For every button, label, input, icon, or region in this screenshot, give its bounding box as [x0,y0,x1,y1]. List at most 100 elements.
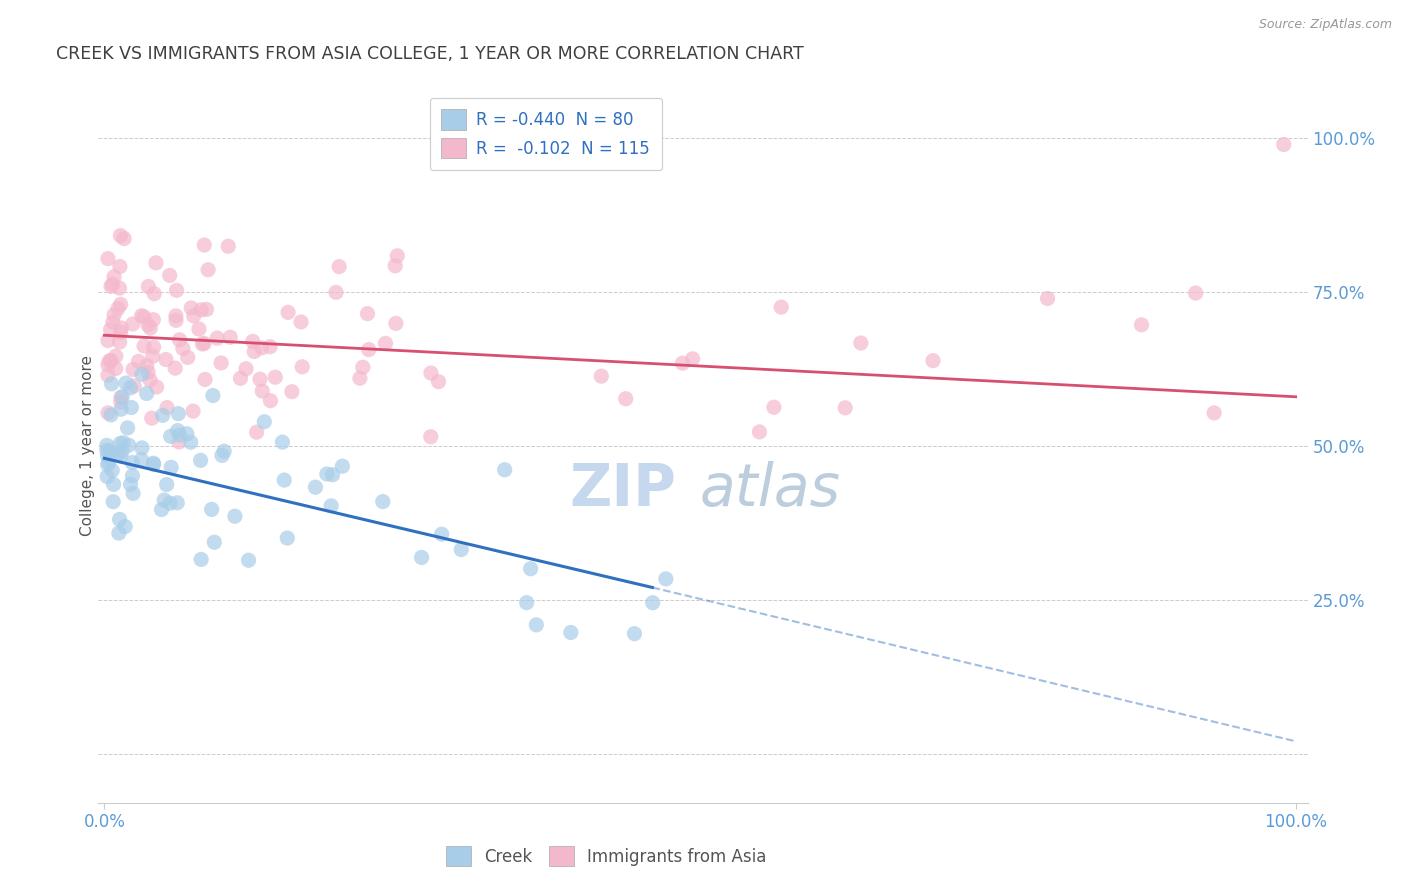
Point [219,330,242,344]
Point [107,301,129,316]
Point [259,393,281,408]
Point [114,519,136,533]
Point [98,444,121,458]
Point [357,343,380,357]
Point [117,421,139,435]
Point [176,426,198,441]
Point [387,249,409,263]
Point [96,469,118,483]
Point [108,436,131,450]
Point [135,386,157,401]
Point [141,411,163,425]
Point [922,353,945,368]
Point [139,321,162,335]
Point [112,231,135,245]
Point [494,463,516,477]
Point [118,438,141,452]
Point [138,279,160,293]
Point [143,286,166,301]
Point [519,562,541,576]
Point [152,409,174,423]
Point [411,550,433,565]
Point [101,277,124,292]
Point [1204,406,1226,420]
Point [100,376,122,391]
Point [121,468,143,483]
Point [242,334,264,349]
Y-axis label: College, 1 year or more: College, 1 year or more [80,356,94,536]
Point [100,353,122,368]
Point [349,371,371,385]
Point [770,300,793,314]
Point [191,337,214,351]
Point [374,336,396,351]
Point [122,379,145,393]
Point [122,486,145,500]
Point [110,297,132,311]
Point [110,449,132,463]
Point [166,283,188,297]
Point [131,368,153,382]
Point [315,467,337,481]
Point [180,301,202,315]
Point [190,552,212,566]
Point [1130,318,1153,332]
Point [132,339,155,353]
Point [150,502,173,516]
Point [430,527,453,541]
Point [104,361,127,376]
Point [142,458,165,472]
Point [103,308,125,322]
Point [671,356,693,370]
Point [98,354,121,368]
Legend: Creek, Immigrants from Asia: Creek, Immigrants from Asia [439,839,773,873]
Point [371,494,394,508]
Point [849,336,872,351]
Point [97,458,120,472]
Text: ZIP: ZIP [569,460,676,517]
Point [131,309,153,323]
Point [172,342,194,356]
Point [201,388,224,402]
Point [112,435,135,450]
Point [165,309,187,323]
Point [110,402,132,417]
Point [197,262,219,277]
Point [159,429,181,443]
Point [321,499,343,513]
Point [332,459,354,474]
Point [121,456,143,470]
Point [110,395,132,409]
Point [560,625,582,640]
Point [110,321,132,335]
Point [177,351,200,365]
Point [259,340,281,354]
Point [135,359,157,373]
Point [591,369,613,384]
Point [103,477,125,491]
Point [291,359,314,374]
Point [108,281,131,295]
Point [682,351,704,366]
Point [249,372,271,386]
Point [96,443,118,458]
Point [205,331,228,345]
Point [97,368,120,383]
Point [276,531,298,545]
Point [623,626,645,640]
Point [155,352,177,367]
Point [100,279,122,293]
Point [169,428,191,442]
Point [120,401,142,415]
Point [165,313,187,327]
Point [229,371,252,385]
Point [762,401,785,415]
Point [190,453,212,467]
Point [250,341,273,355]
Text: atlas: atlas [700,460,841,517]
Point [97,406,120,420]
Point [142,456,165,470]
Point [1184,286,1206,301]
Point [187,322,209,336]
Point [655,572,678,586]
